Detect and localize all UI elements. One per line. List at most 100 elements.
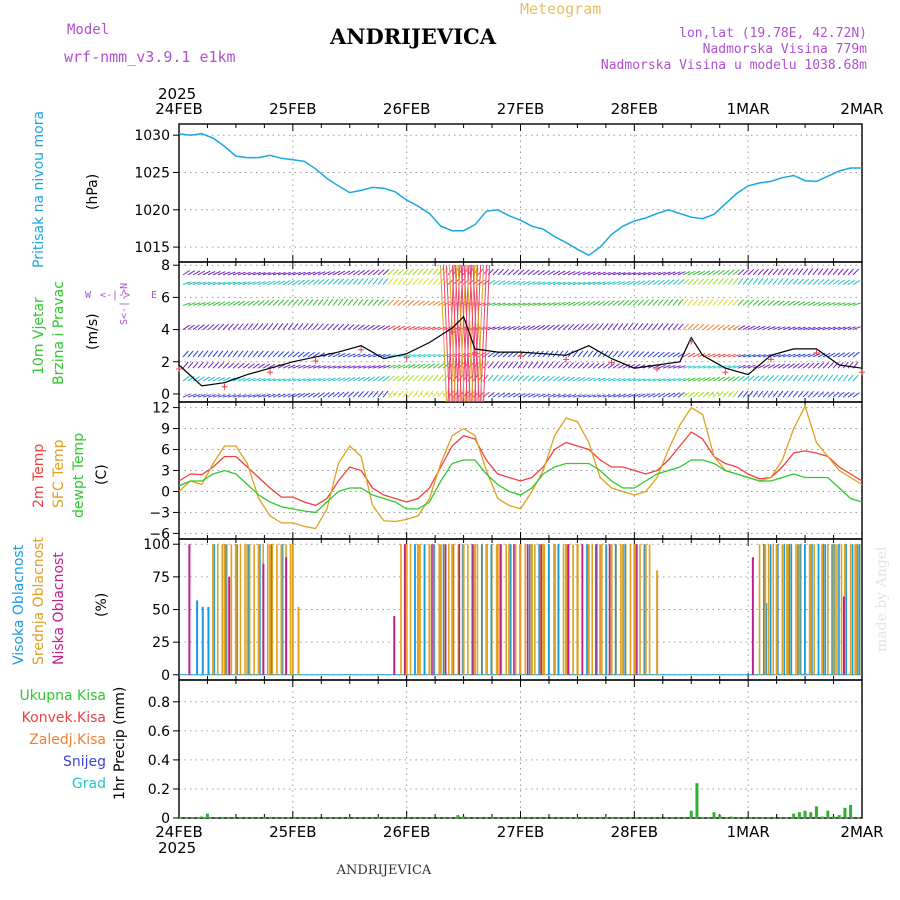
wind-barb [262, 280, 271, 285]
wind-barb [427, 300, 435, 306]
wind-barb [480, 264, 488, 403]
wind-barb [497, 302, 506, 306]
precip-legend-item: Snijeg [63, 754, 106, 770]
wind-barb [692, 391, 700, 398]
wind-barb [732, 324, 741, 331]
wind-barb [202, 301, 211, 306]
wind-barb [557, 350, 564, 358]
wind-barb [742, 390, 749, 398]
wind-barb [322, 298, 329, 306]
wind-barb [622, 322, 629, 330]
wind-barb [832, 352, 841, 358]
wind-barb [352, 353, 361, 358]
wind-barb [242, 323, 249, 330]
wind-barb [512, 269, 520, 276]
precip-bar [462, 816, 466, 818]
wind-barb [507, 269, 515, 276]
wind-barb [342, 377, 351, 382]
wind-barb [252, 350, 259, 358]
wind-barb [432, 326, 441, 331]
wind-barb [612, 363, 620, 369]
wind-barb [737, 269, 745, 276]
wind-barb [672, 377, 681, 382]
wind-barb [567, 362, 574, 369]
wind-barb [412, 268, 419, 276]
wind-barb [782, 374, 789, 382]
precip-bar [712, 812, 716, 818]
wind-barb [502, 361, 509, 369]
wind-barb [187, 350, 194, 358]
wind-barb [802, 362, 810, 369]
wind-barb [702, 278, 709, 285]
wind-barb [372, 269, 380, 276]
wind-barb [267, 322, 274, 330]
wind-barb [182, 302, 191, 306]
wind-barb [332, 278, 340, 285]
y-tick-label: 0.2 [148, 782, 170, 798]
compass-e: E [151, 290, 157, 301]
wind-barb [347, 298, 354, 306]
top-date-label: 24FEB [155, 100, 202, 118]
wind-barb [417, 353, 426, 358]
wind-barb [312, 298, 319, 306]
wind-barb [837, 279, 845, 285]
wind-barb [472, 264, 480, 403]
wind-barb [847, 326, 856, 331]
made-by-label: made by Angel [874, 546, 890, 652]
wind-barb [702, 391, 710, 398]
wind-barb [707, 270, 716, 276]
wind-barb [492, 326, 501, 331]
wind-barb [502, 280, 511, 285]
wind-barb [552, 350, 559, 358]
y-tick-label: 3 [161, 464, 170, 480]
wind-barb [287, 351, 295, 358]
wind-barb [847, 302, 856, 306]
wind-barb [182, 361, 189, 369]
wind-barb [252, 300, 260, 306]
wind-barb [597, 281, 606, 286]
wind-barb [827, 352, 836, 358]
bottom-date-label: 2MAR [840, 823, 883, 841]
wind-barb [412, 326, 421, 331]
y-tick-label: 12 [152, 401, 170, 417]
wind-barb [542, 324, 550, 330]
wind-barb [257, 272, 266, 276]
precip-legend: Ukupna Kisa Konvek.Kisa Zaledj.Kisa Snijeg G… [19, 688, 106, 792]
wind-barb [427, 353, 436, 358]
wind-barb [522, 393, 531, 398]
wind-barb [827, 374, 834, 382]
wind-barb [307, 279, 315, 285]
wind-barb [627, 378, 636, 382]
wind-barb [827, 391, 835, 398]
wind-barb [587, 300, 596, 306]
wind-barb [397, 268, 404, 276]
wind-barb [197, 281, 206, 286]
wind-barb [507, 361, 514, 369]
wind-barb [537, 393, 546, 398]
wind-barb [697, 270, 706, 276]
wind-barb [717, 278, 724, 285]
wind-barb [277, 378, 286, 382]
wind-barb [552, 302, 561, 306]
wind-barb [367, 376, 375, 382]
wind-barb [247, 394, 256, 398]
wind-barb [687, 365, 696, 369]
wind-barb [782, 326, 791, 331]
wind-barb [267, 393, 276, 398]
wind-barb [647, 271, 656, 276]
wind-barb [292, 279, 301, 285]
wind-barb [712, 376, 721, 382]
wind-barb [517, 361, 524, 369]
wind-barb [687, 298, 694, 306]
precip-bar [689, 810, 693, 818]
wind-barb [817, 279, 825, 285]
wind-barb [622, 272, 631, 276]
wind-barb [282, 393, 291, 398]
wind-barb [392, 364, 401, 369]
wind-barb [717, 365, 726, 369]
wind-barb [742, 269, 750, 276]
wind-barb [207, 324, 215, 330]
wind-barb [497, 374, 504, 382]
wind-barb [782, 278, 789, 285]
precip-bar [809, 812, 813, 818]
